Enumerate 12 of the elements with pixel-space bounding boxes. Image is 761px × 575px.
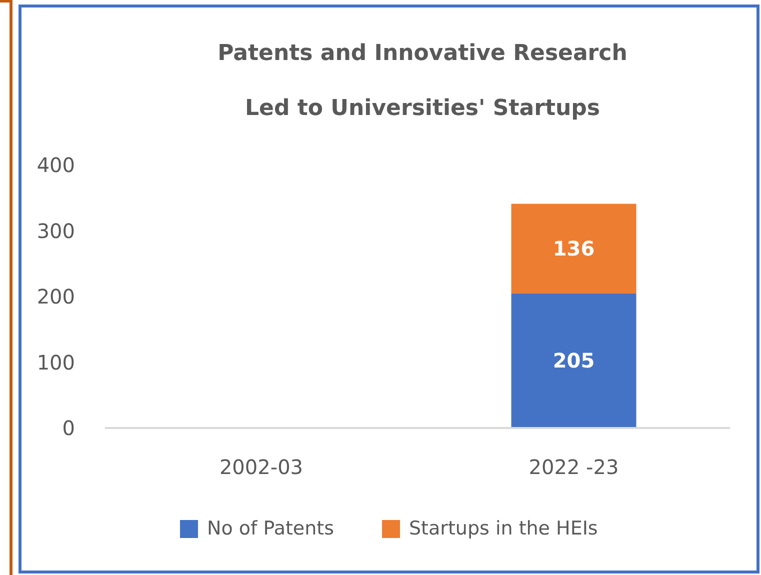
y-tick-label: 300 bbox=[36, 218, 75, 243]
y-tick-label: 0 bbox=[62, 416, 75, 440]
chart-title: Patents and Innovative Research Led to Universities' Startups bbox=[218, 41, 628, 121]
data-label: 136 bbox=[552, 236, 595, 261]
y-tick-label: 100 bbox=[36, 350, 75, 374]
y-tick-label: 400 bbox=[36, 153, 75, 177]
x-tick-label: 2002-03 bbox=[219, 455, 304, 479]
data-label: 205 bbox=[552, 348, 595, 373]
legend-label: Startups in the HEIs bbox=[409, 518, 598, 540]
y-tick-label: 200 bbox=[36, 284, 75, 308]
legend-label: No of Patents bbox=[207, 518, 334, 540]
x-tick-label: 2022 -23 bbox=[528, 455, 619, 479]
